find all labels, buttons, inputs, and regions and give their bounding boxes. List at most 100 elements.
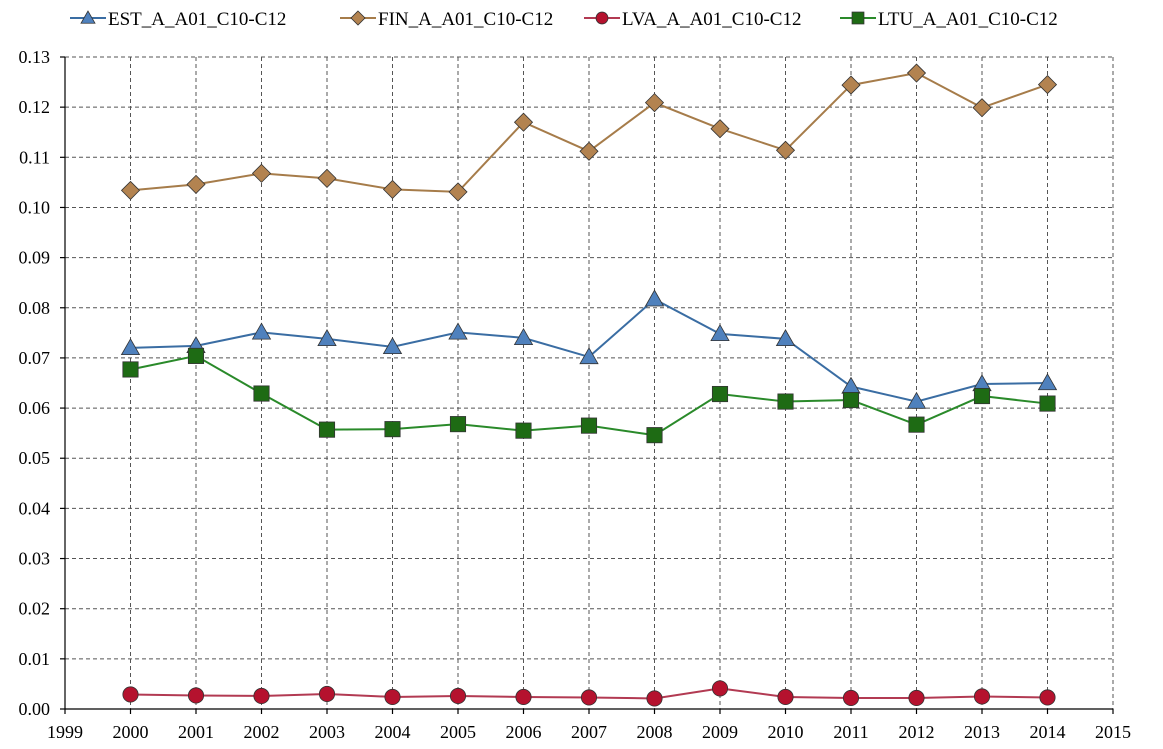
data-point-diamond bbox=[382, 179, 403, 199]
data-point-circle bbox=[384, 688, 401, 706]
data-point-square bbox=[515, 422, 532, 439]
data-point-circle bbox=[973, 688, 991, 705]
data-point-triangle bbox=[775, 329, 796, 347]
data-point-circle bbox=[1039, 689, 1056, 706]
series-layer bbox=[120, 63, 1058, 707]
data-point-triangle bbox=[906, 391, 927, 409]
data-point-diamond bbox=[120, 180, 141, 200]
data-point-triangle bbox=[513, 328, 534, 346]
legend-label: EST_A_A01_C10-C12 bbox=[108, 9, 286, 30]
data-point-diamond bbox=[317, 168, 337, 188]
y-tick-label: 0.07 bbox=[19, 348, 51, 368]
data-point-diamond bbox=[841, 75, 861, 95]
y-tick-label: 0.10 bbox=[19, 197, 51, 217]
legend-item: LTU_A_A01_C10-C12 bbox=[840, 9, 1058, 30]
data-point-square bbox=[908, 416, 925, 433]
x-tick-label: 2002 bbox=[244, 722, 280, 742]
data-point-diamond bbox=[448, 182, 468, 202]
data-point-circle bbox=[842, 689, 860, 707]
y-tick-label: 0.06 bbox=[19, 398, 51, 418]
data-point-square bbox=[777, 393, 794, 410]
data-point-diamond bbox=[906, 63, 927, 83]
x-tick-label: 2005 bbox=[440, 722, 476, 742]
legend-marker-circle bbox=[595, 11, 609, 25]
data-point-triangle bbox=[251, 322, 272, 340]
data-point-triangle bbox=[1037, 373, 1058, 391]
x-axis-ticks: 1999 2000 2001 2002 2003 2004 2005 2006 2007 2008… bbox=[47, 709, 1131, 742]
data-point-square bbox=[122, 361, 139, 378]
data-point-circle bbox=[580, 689, 598, 706]
data-point-diamond bbox=[644, 93, 665, 113]
y-tick-label: 0.08 bbox=[19, 298, 51, 318]
legend-label: LTU_A_A01_C10-C12 bbox=[878, 9, 1058, 30]
data-point-circle bbox=[253, 687, 270, 705]
data-point-diamond bbox=[972, 98, 992, 118]
data-point-triangle bbox=[710, 324, 730, 341]
x-tick-label: 2003 bbox=[309, 722, 345, 742]
legend-item: FIN_A_A01_C10-C12 bbox=[340, 9, 553, 30]
data-point-triangle bbox=[579, 347, 599, 365]
x-tick-label: 2004 bbox=[375, 722, 411, 742]
data-point-diamond bbox=[513, 112, 534, 132]
x-tick-label: 2009 bbox=[702, 722, 738, 742]
data-point-square bbox=[253, 385, 270, 402]
data-point-square bbox=[449, 416, 467, 433]
x-tick-label: 2008 bbox=[637, 722, 673, 742]
y-tick-label: 0.02 bbox=[19, 599, 51, 619]
data-point-square bbox=[646, 427, 663, 444]
data-point-circle bbox=[908, 689, 925, 707]
x-tick-label: 2000 bbox=[113, 722, 149, 742]
legend-marker-diamond bbox=[350, 10, 366, 26]
legend-marker-square bbox=[851, 11, 865, 25]
y-tick-label: 0.13 bbox=[19, 47, 51, 67]
series-FIN_A_A01_C10-C12 bbox=[120, 63, 1058, 202]
x-tick-label: 2006 bbox=[506, 722, 542, 742]
data-point-circle bbox=[318, 685, 336, 703]
x-tick-label: 2011 bbox=[833, 722, 868, 742]
x-tick-label: 2010 bbox=[768, 722, 804, 742]
y-tick-label: 0.09 bbox=[19, 248, 51, 268]
x-tick-label: 1999 bbox=[47, 722, 83, 742]
y-tick-label: 0.05 bbox=[19, 448, 51, 468]
y-tick-label: 0.04 bbox=[19, 498, 51, 518]
data-point-circle bbox=[449, 687, 467, 705]
series-LTU_A_A01_C10-C12 bbox=[122, 347, 1056, 444]
data-point-square bbox=[318, 421, 336, 438]
data-point-circle bbox=[646, 690, 663, 707]
data-point-triangle bbox=[644, 289, 665, 307]
data-point-triangle bbox=[120, 338, 141, 356]
data-point-triangle bbox=[448, 322, 468, 340]
data-point-diamond bbox=[710, 119, 730, 139]
data-point-square bbox=[842, 392, 860, 409]
data-point-square bbox=[1039, 395, 1056, 412]
y-tick-label: 0.12 bbox=[19, 97, 51, 117]
data-point-diamond bbox=[775, 140, 796, 160]
data-point-diamond bbox=[186, 174, 206, 194]
x-tick-label: 2012 bbox=[899, 722, 935, 742]
data-point-circle bbox=[711, 680, 729, 697]
series-LVA_A_A01_C10-C12 bbox=[122, 680, 1056, 707]
data-point-square bbox=[384, 421, 401, 438]
data-point-square bbox=[711, 385, 729, 403]
y-tick-label: 0.03 bbox=[19, 549, 51, 569]
data-point-square bbox=[187, 347, 205, 364]
series-EST_A_A01_C10-C12 bbox=[120, 289, 1058, 409]
data-point-square bbox=[580, 417, 598, 434]
data-point-triangle bbox=[317, 329, 337, 347]
legend-item: EST_A_A01_C10-C12 bbox=[70, 9, 286, 30]
x-tick-label: 2001 bbox=[178, 722, 214, 742]
data-point-diamond bbox=[1037, 75, 1058, 95]
x-tick-label: 2014 bbox=[1030, 722, 1066, 742]
data-point-circle bbox=[515, 688, 532, 706]
data-point-circle bbox=[187, 687, 205, 704]
legend: EST_A_A01_C10-C12 FIN_A_A01_C10-C12 LVA_A_… bbox=[70, 9, 1058, 30]
data-point-diamond bbox=[251, 163, 272, 183]
legend-item: LVA_A_A01_C10-C12 bbox=[584, 9, 801, 30]
x-tick-label: 2013 bbox=[964, 722, 1000, 742]
data-point-circle bbox=[777, 688, 794, 706]
legend-label: FIN_A_A01_C10-C12 bbox=[378, 9, 553, 30]
y-tick-label: 0.00 bbox=[19, 699, 51, 719]
y-tick-label: 0.11 bbox=[19, 147, 50, 167]
